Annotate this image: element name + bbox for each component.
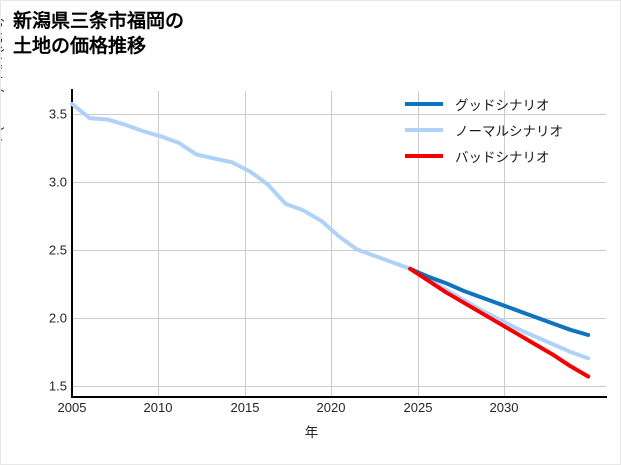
y-tick-3.0: 3.0 xyxy=(48,174,67,190)
line-bad-scenario xyxy=(408,266,591,379)
x-tick-2025: 2025 xyxy=(403,400,433,415)
gridline-y-2.5 xyxy=(72,250,606,251)
legend-item-bad: バッドシナリオ xyxy=(405,143,610,169)
legend-swatch-normal xyxy=(405,128,443,132)
gridline-x-2010 xyxy=(158,91,159,396)
y-tick-1.5: 1.5 xyxy=(48,378,67,394)
legend-label-bad: バッドシナリオ xyxy=(455,150,550,165)
line-normal-scenario xyxy=(70,101,591,361)
x-tick-2010: 2010 xyxy=(143,400,173,415)
gridline-x-2020 xyxy=(331,91,332,396)
x-tick-2005: 2005 xyxy=(57,400,87,415)
chart-title: 新潟県三条市福岡の 土地の価格推移 xyxy=(13,11,185,58)
gridline-x-2030 xyxy=(504,91,505,396)
line-good-scenario xyxy=(408,266,591,337)
legend-swatch-bad xyxy=(405,154,443,158)
gridline-y-1.5 xyxy=(72,386,606,387)
gridline-y-3.5 xyxy=(72,114,606,115)
y-axis-label: 坪 (3.3m²) 単価 (万円) xyxy=(0,17,4,148)
y-tick-2.5: 2.5 xyxy=(48,242,67,258)
x-tick-2030: 2030 xyxy=(489,400,519,415)
legend-item-good: グッドシナリオ xyxy=(405,91,610,117)
gridline-y-3.0 xyxy=(72,182,606,183)
x-tick-2015: 2015 xyxy=(230,400,260,415)
gridline-x-2025 xyxy=(418,91,419,396)
legend-swatch-good xyxy=(405,102,443,106)
legend-label-normal: ノーマルシナリオ xyxy=(455,124,563,139)
x-axis-label: 年 xyxy=(304,425,319,440)
gridline-y-2.0 xyxy=(72,318,606,319)
chart-legend: グッドシナリオ ノーマルシナリオ バッドシナリオ xyxy=(405,91,610,169)
y-axis-spine xyxy=(71,89,73,398)
plot-background xyxy=(72,91,606,396)
plot-area xyxy=(72,91,606,396)
y-tick-2.0: 2.0 xyxy=(48,310,67,326)
gridline-x-2015 xyxy=(245,91,246,396)
legend-label-good: グッドシナリオ xyxy=(455,98,550,113)
x-axis-spine xyxy=(71,396,607,398)
y-tick-3.5: 3.5 xyxy=(48,106,67,122)
y-tick-labels: 3.5 3.0 2.5 2.0 1.5 xyxy=(19,1,67,464)
x-tick-2020: 2020 xyxy=(316,400,346,415)
legend-item-normal: ノーマルシナリオ xyxy=(405,117,610,143)
